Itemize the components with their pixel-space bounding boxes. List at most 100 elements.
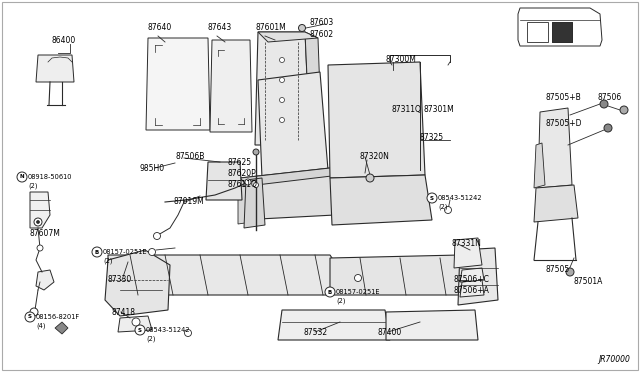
Circle shape: [566, 268, 574, 276]
Text: 87506B: 87506B: [176, 152, 205, 161]
Text: 87400: 87400: [378, 328, 403, 337]
Text: B: B: [328, 289, 332, 295]
Text: 87505: 87505: [546, 265, 570, 274]
Polygon shape: [258, 32, 318, 42]
Text: 87019M: 87019M: [174, 197, 205, 206]
Text: 87607M: 87607M: [29, 229, 60, 238]
Text: 87625: 87625: [228, 158, 252, 167]
Text: 87643: 87643: [207, 23, 231, 32]
Polygon shape: [552, 22, 572, 42]
Circle shape: [604, 124, 612, 132]
Polygon shape: [108, 255, 340, 295]
Polygon shape: [278, 310, 390, 340]
Text: N: N: [20, 174, 24, 180]
Polygon shape: [534, 185, 578, 222]
Text: 87300M: 87300M: [386, 55, 417, 64]
Polygon shape: [240, 168, 340, 186]
Text: 87505+D: 87505+D: [546, 119, 582, 128]
Polygon shape: [240, 168, 335, 220]
Text: (2): (2): [28, 183, 38, 189]
Circle shape: [620, 106, 628, 114]
Text: 87620P: 87620P: [228, 169, 257, 178]
Circle shape: [280, 77, 285, 83]
Text: S: S: [138, 327, 142, 333]
Circle shape: [253, 149, 259, 155]
Polygon shape: [55, 322, 68, 334]
Circle shape: [325, 287, 335, 297]
Text: 87506: 87506: [598, 93, 622, 102]
Polygon shape: [210, 40, 252, 132]
Polygon shape: [118, 316, 152, 332]
Polygon shape: [330, 175, 432, 225]
Text: S: S: [430, 196, 434, 201]
Polygon shape: [36, 55, 74, 82]
Polygon shape: [518, 8, 602, 46]
Text: (2): (2): [146, 336, 156, 342]
Circle shape: [355, 275, 362, 282]
Circle shape: [92, 247, 102, 257]
Polygon shape: [255, 32, 310, 145]
Polygon shape: [458, 248, 498, 305]
Polygon shape: [244, 178, 265, 228]
Circle shape: [245, 179, 251, 185]
Polygon shape: [552, 22, 572, 42]
Circle shape: [17, 172, 27, 182]
Text: 87301M: 87301M: [424, 105, 455, 114]
Text: JR70000: JR70000: [598, 355, 630, 364]
Polygon shape: [206, 162, 242, 200]
Polygon shape: [460, 280, 484, 297]
Polygon shape: [305, 32, 322, 148]
Text: 87330: 87330: [107, 275, 131, 284]
Text: 87506+C: 87506+C: [453, 275, 489, 284]
Text: 87325: 87325: [419, 133, 443, 142]
Polygon shape: [30, 192, 50, 228]
Circle shape: [366, 174, 374, 182]
Circle shape: [34, 218, 42, 226]
Polygon shape: [330, 255, 465, 295]
Polygon shape: [238, 186, 252, 224]
Circle shape: [132, 318, 140, 326]
Text: 87640: 87640: [148, 23, 172, 32]
Polygon shape: [460, 268, 484, 282]
Text: 87506+A: 87506+A: [453, 286, 489, 295]
Text: S: S: [28, 314, 32, 320]
Circle shape: [427, 193, 437, 203]
Text: 08543-51242: 08543-51242: [438, 195, 483, 201]
Circle shape: [280, 118, 285, 122]
Text: 87320N: 87320N: [360, 152, 390, 161]
Text: 87611Q: 87611Q: [228, 180, 258, 189]
Text: 08157-0251E: 08157-0251E: [103, 249, 147, 255]
Text: 87418: 87418: [111, 308, 135, 317]
Text: 87532: 87532: [304, 328, 328, 337]
Circle shape: [37, 245, 43, 251]
Text: 08918-50610: 08918-50610: [28, 174, 72, 180]
Circle shape: [253, 183, 259, 187]
Text: 08157-0251E: 08157-0251E: [336, 289, 381, 295]
Text: B: B: [95, 250, 99, 254]
Text: 87331N: 87331N: [452, 239, 482, 248]
Text: 87501A: 87501A: [574, 277, 604, 286]
Text: 87603: 87603: [310, 18, 334, 27]
Text: 86400: 86400: [52, 36, 76, 45]
Text: 87505+B: 87505+B: [546, 93, 582, 102]
Polygon shape: [527, 22, 548, 42]
Circle shape: [445, 206, 451, 214]
Text: (2): (2): [336, 298, 346, 304]
Text: (2): (2): [103, 258, 113, 264]
Circle shape: [600, 100, 608, 108]
Text: 08156-8201F: 08156-8201F: [36, 314, 80, 320]
Polygon shape: [105, 250, 170, 316]
Circle shape: [30, 308, 38, 316]
Polygon shape: [36, 270, 54, 290]
Text: (4): (4): [36, 323, 45, 329]
Circle shape: [298, 25, 305, 32]
Polygon shape: [146, 38, 210, 130]
Polygon shape: [534, 143, 545, 188]
Text: 87601M: 87601M: [255, 23, 285, 32]
Circle shape: [148, 248, 156, 256]
Text: 87602: 87602: [310, 30, 334, 39]
Circle shape: [154, 232, 161, 240]
Text: 08543-51242: 08543-51242: [146, 327, 191, 333]
Circle shape: [36, 221, 40, 224]
Polygon shape: [258, 72, 328, 178]
